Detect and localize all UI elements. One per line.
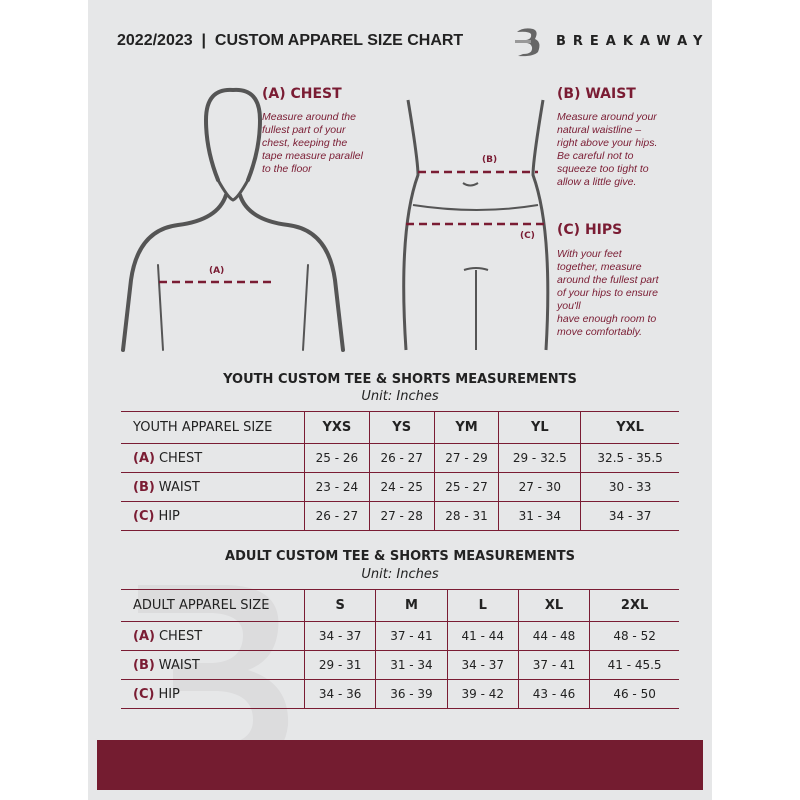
table-cell: 37 - 41 [375,621,448,651]
table-row: (C) HIP 34 - 36 36 - 39 39 - 42 43 - 46 46 - 5… [121,679,679,709]
table-cell: M [375,589,448,622]
table-cell: 26 - 27 [368,443,435,473]
table-cell: 32.5 - 35.5 [580,443,679,473]
table-cell: 39 - 42 [446,679,519,709]
table-cell: (B) WAIST [121,650,305,680]
table-cell: 27 - 29 [433,443,499,473]
table-cell: 29 - 32.5 [498,443,581,473]
table-row: (A) CHEST 34 - 37 37 - 41 41 - 44 44 - 48 48 -… [121,621,679,651]
body-diagram [121,87,550,352]
breakaway-logo-icon [515,28,540,57]
table-cell: YOUTH APPAREL SIZE [121,411,305,444]
table-cell: YM [433,411,499,444]
table-cell: 48 - 52 [589,621,679,651]
adult-size-table: ADULT APPAREL SIZE S M L XL 2XL (A) CHEST 34 -… [121,589,679,709]
waist-instructions: Measure around your natural waistline – ri… [557,111,658,188]
table-cell: 46 - 50 [589,679,679,709]
chest-heading: (A) CHEST [262,86,342,102]
hips-heading: (C) HIPS [557,222,623,238]
table-cell: YXS [304,411,370,444]
table-cell: 34 - 37 [446,650,519,680]
table-cell: YS [368,411,435,444]
table-row: (C) HIP 26 - 27 27 - 28 28 - 31 31 - 34 34 - 3… [121,501,679,531]
table-cell: 29 - 31 [303,650,376,680]
table-cell: 41 - 45.5 [589,650,679,680]
page-title: 2022/2023 | CUSTOM APPAREL SIZE CHART [117,32,464,49]
table-cell: 23 - 24 [304,472,370,502]
table-cell: YXL [580,411,679,444]
table-row: (B) WAIST 23 - 24 24 - 25 25 - 27 27 - 30 30 -… [121,472,679,502]
table-cell: YL [498,411,581,444]
adult-unit: Unit: Inches [361,567,439,582]
table-cell: (B) WAIST [121,472,305,502]
table-header-row: ADULT APPAREL SIZE S M L XL 2XL [121,589,679,622]
lower-body-outline-icon [402,99,550,351]
waist-heading: (B) WAIST [557,86,636,102]
table-cell: 2XL [589,589,679,622]
table-cell: 28 - 31 [433,501,499,531]
adult-table-title: ADULT CUSTOM TEE & SHORTS MEASUREMENTS [225,549,575,564]
table-cell: (A) CHEST [121,621,305,651]
hips-marker: (C) [520,231,535,241]
brand-name: BREAKAWAY [556,34,710,49]
table-cell: 25 - 27 [433,472,499,502]
chest-instructions: Measure around the fullest part of your ch… [262,111,363,175]
table-cell: 34 - 37 [303,621,376,651]
table-cell: (C) HIP [121,679,305,709]
youth-unit: Unit: Inches [361,389,439,404]
table-cell: (A) CHEST [121,443,305,473]
footer-bar [97,740,703,790]
table-cell: 27 - 30 [498,472,581,502]
table-cell: 43 - 46 [517,679,590,709]
table-cell: ADULT APPAREL SIZE [121,589,305,622]
hips-instructions: With your feet together, measure around th… [557,248,659,338]
upper-body-outline-icon [121,87,345,352]
youth-table-title: YOUTH CUSTOM TEE & SHORTS MEASUREMENTS [223,372,577,387]
table-cell: 34 - 37 [580,501,679,531]
table-cell: 41 - 44 [446,621,519,651]
table-cell: 34 - 36 [303,679,376,709]
table-cell: 24 - 25 [368,472,435,502]
table-cell: 26 - 27 [304,501,370,531]
chest-marker: (A) [209,266,225,276]
table-cell: 31 - 34 [498,501,581,531]
table-cell: 37 - 41 [517,650,590,680]
table-cell: S [303,589,376,622]
table-cell: 27 - 28 [368,501,435,531]
table-row: (B) WAIST 29 - 31 31 - 34 34 - 37 37 - 41 41 -… [121,650,679,680]
table-cell: XL [517,589,590,622]
table-cell: 31 - 34 [375,650,448,680]
table-cell: (C) HIP [121,501,305,531]
waist-marker: (B) [482,155,498,165]
table-header-row: YOUTH APPAREL SIZE YXS YS YM YL YXL [121,411,679,444]
table-cell: 30 - 33 [580,472,679,502]
size-chart-page: 2022/2023 | CUSTOM APPAREL SIZE CHART BR… [88,0,712,800]
youth-size-table: YOUTH APPAREL SIZE YXS YS YM YL YXL (A) CHEST… [121,411,679,531]
table-cell: 44 - 48 [517,621,590,651]
table-cell: 36 - 39 [375,679,448,709]
table-cell: L [446,589,519,622]
table-row: (A) CHEST 25 - 26 26 - 27 27 - 29 29 - 32.5 32… [121,443,679,473]
table-cell: 25 - 26 [304,443,370,473]
